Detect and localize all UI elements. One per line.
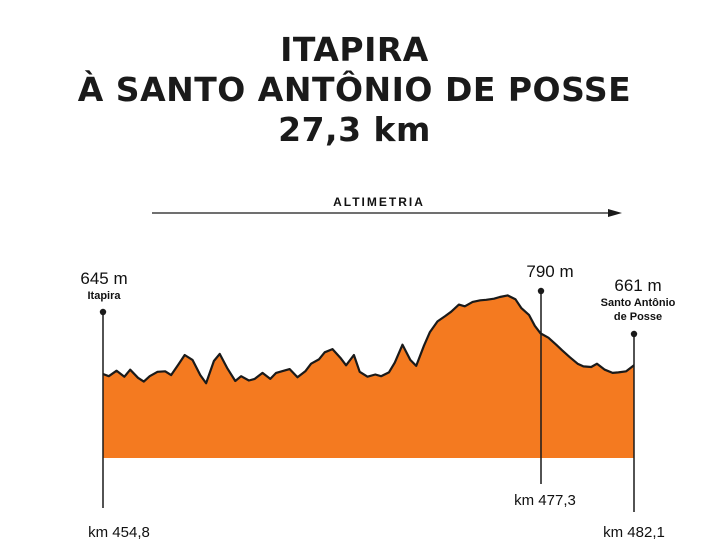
title-line-1: ITAPIRA xyxy=(280,30,429,69)
peak-marker-dot xyxy=(537,287,545,295)
start-km-label: km 454,8 xyxy=(88,524,150,541)
end-place-label-line2: de Posse xyxy=(614,311,662,323)
end-place-label-line1: Santo Antônio xyxy=(601,297,676,309)
title-line-3: 27,3 km xyxy=(278,110,431,149)
direction-label: ALTIMETRIA xyxy=(333,195,425,209)
title-line-2: À SANTO ANTÔNIO DE POSSE xyxy=(77,70,632,109)
start-marker-dot xyxy=(99,308,107,316)
direction-arrow-icon xyxy=(608,209,622,217)
profile-layer xyxy=(102,294,635,458)
end-marker-dot xyxy=(630,330,638,338)
start-place-label: Itapira xyxy=(87,290,121,302)
peak-elevation-label: 790 m xyxy=(526,262,573,281)
peak-km-label: km 477,3 xyxy=(514,492,576,509)
end-km-label: km 482,1 xyxy=(603,524,665,541)
chart-title: ITAPIRA À SANTO ANTÔNIO DE POSSE 27,3 km xyxy=(0,30,709,150)
start-elevation-label: 645 m xyxy=(80,269,127,288)
elevation-line xyxy=(102,294,635,385)
end-elevation-label: 661 m xyxy=(614,276,661,295)
